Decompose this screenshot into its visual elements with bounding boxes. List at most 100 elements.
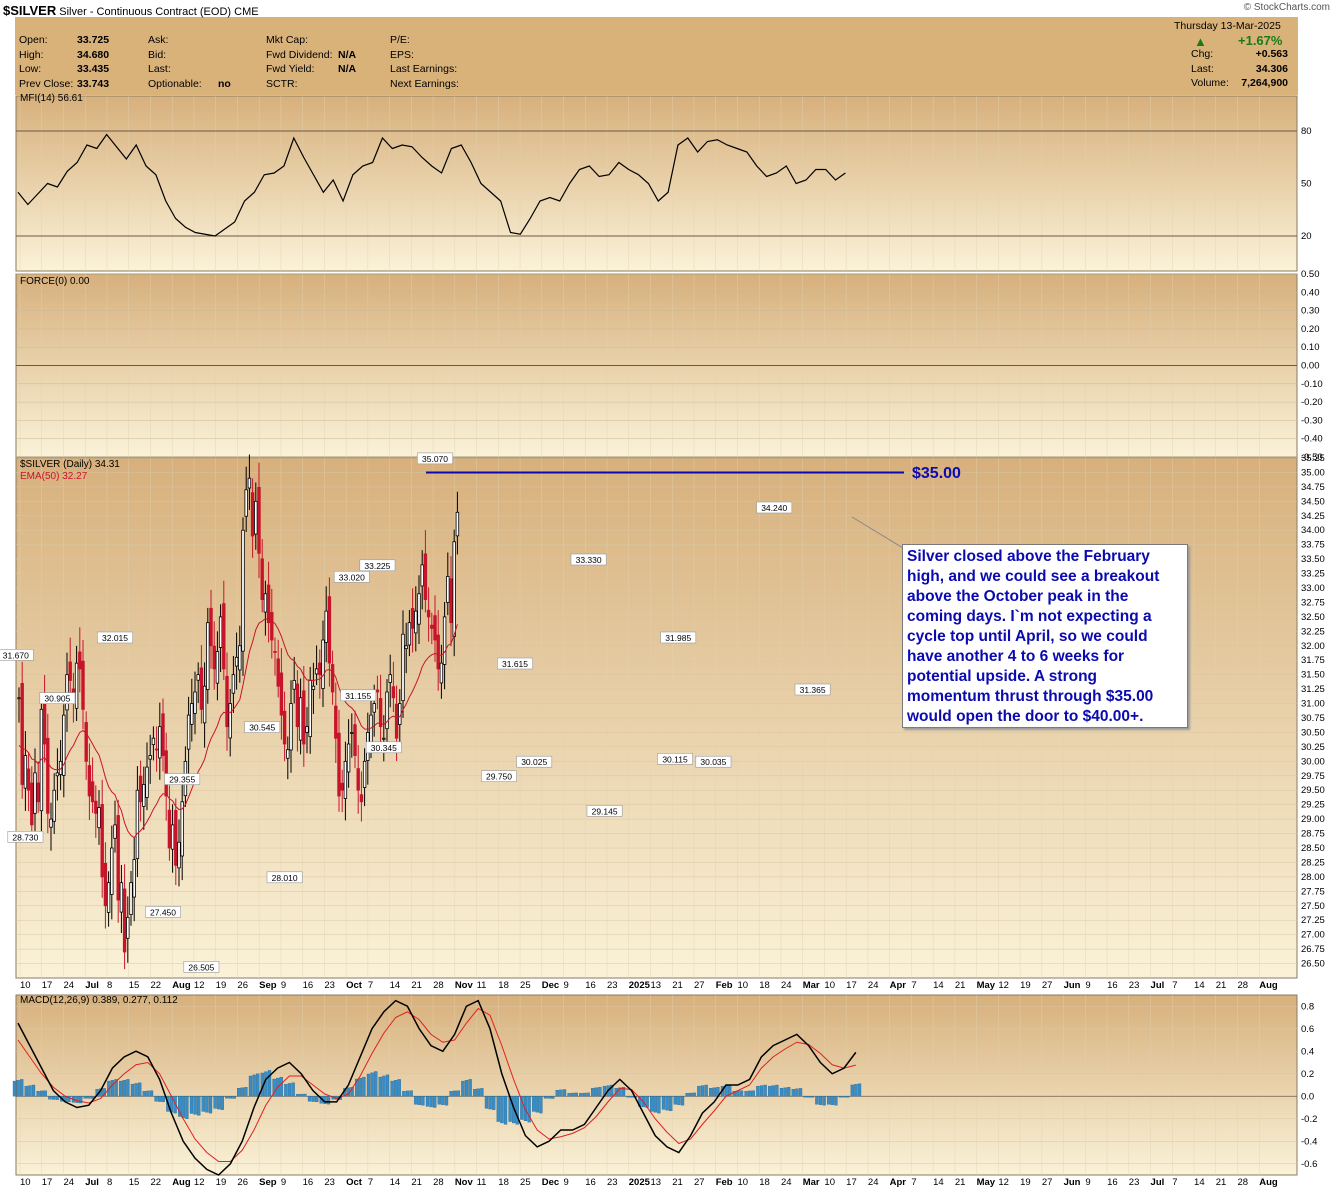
macd-hist-bar: [768, 1085, 772, 1097]
quote-label: Last:: [1191, 62, 1214, 75]
panel-macd: [15, 994, 1298, 1176]
price-label: 31.670: [3, 650, 29, 660]
macd-hist-bar: [586, 1092, 590, 1097]
price-label: 30.035: [700, 757, 726, 767]
candle-body: [74, 662, 79, 709]
price-label-box: [417, 452, 453, 465]
macd-hist-bar: [303, 1093, 307, 1097]
macd-hist-bar: [787, 1087, 791, 1097]
exchange-label: CME: [234, 6, 259, 18]
x-axis-label: 18: [498, 1177, 509, 1188]
quote-label: Optionable:: [148, 77, 202, 90]
candle-body: [337, 732, 341, 797]
quote-label: High:: [19, 48, 44, 61]
macd-hist-bar: [484, 1096, 489, 1109]
quote-value: 7,264,900: [1241, 77, 1288, 89]
candle-body: [238, 645, 242, 671]
x-axis-label: 26: [237, 980, 248, 991]
x-axis-label: 7: [368, 1177, 373, 1188]
macd-hist-bar: [114, 1079, 118, 1097]
price-label-box: [183, 961, 220, 973]
candle-body: [212, 645, 216, 670]
price-label-box: [359, 559, 396, 572]
x-axis-label: 22: [150, 1177, 161, 1188]
macd-hist-bar: [496, 1096, 500, 1122]
candle-body: [148, 755, 152, 760]
candle-body: [426, 609, 431, 618]
macd-hist-bar: [532, 1096, 536, 1112]
macd-hist-bar: [390, 1080, 394, 1097]
macd-hist-bar: [783, 1087, 787, 1097]
macd-ytick-label: 0.4: [1301, 1046, 1314, 1057]
price-label: 27.450: [150, 907, 176, 917]
candle-body: [87, 765, 92, 797]
candle-body: [321, 639, 325, 689]
candle-body: [225, 675, 229, 728]
price-label-box: [164, 773, 201, 785]
x-axis-label: Apr: [890, 980, 907, 991]
x-axis-label: 19: [1020, 1177, 1031, 1188]
quote-value: 33.743: [77, 77, 110, 90]
macd-hist-bar: [661, 1096, 666, 1110]
macd-hist-bar: [110, 1080, 115, 1097]
x-axis-label: 13: [651, 1177, 662, 1188]
macd-hist-bar: [437, 1096, 441, 1105]
macd-hist-bar: [122, 1080, 126, 1097]
macd-hist-bar: [272, 1078, 276, 1097]
macd-hist-bar: [523, 1096, 528, 1121]
x-axis-label: 14: [390, 1177, 401, 1188]
macd-hist-bar: [453, 1090, 457, 1097]
macd-hist-bar: [173, 1096, 177, 1114]
price-label: 32.015: [102, 633, 128, 643]
price-label-box: [660, 631, 697, 644]
x-axis-label: 9: [281, 1177, 286, 1188]
candle-body: [129, 882, 133, 916]
x-axis-label: Nov: [455, 980, 474, 991]
macd-ytick-label: -0.6: [1301, 1159, 1317, 1170]
x-axis-label: 10: [20, 980, 31, 991]
chart-title: $SILVER Silver - Continuous Contract (EO…: [3, 3, 259, 18]
quote-label: EPS:: [390, 48, 414, 61]
macd-hist-bar: [350, 1087, 354, 1097]
candle-body: [442, 616, 447, 665]
candle-body: [180, 801, 184, 857]
x-axis-label: 10: [824, 1177, 835, 1188]
candle-body: [350, 732, 354, 734]
candle-body: [266, 584, 271, 624]
x-axis-label: Feb: [716, 1177, 733, 1188]
macd-hist-bar: [598, 1087, 602, 1097]
candle-body: [174, 810, 178, 866]
candle-body: [33, 772, 37, 814]
macd-hist-bar: [31, 1084, 36, 1097]
quote-label: Last Earnings:: [390, 63, 458, 75]
x-axis-label: Sep: [259, 980, 277, 991]
price-label-box: [145, 906, 181, 918]
price-label-box: [481, 770, 517, 782]
candle-body: [282, 710, 287, 745]
macd-hist-bar: [449, 1091, 453, 1097]
x-axis-label: 27: [1042, 1177, 1053, 1188]
price-ytick-label: 32.25: [1301, 626, 1325, 637]
x-axis-label: Jun: [1064, 1177, 1081, 1188]
candle-body: [199, 667, 204, 710]
candle-body: [202, 685, 207, 724]
candle-body: [196, 674, 200, 681]
force-ytick-label: -0.30: [1301, 415, 1323, 426]
price-ytick-label: 30.00: [1301, 756, 1325, 767]
mfi-ytick-label: 80: [1301, 126, 1312, 137]
macd-hist-bar: [653, 1096, 657, 1113]
macd-hist-bar: [119, 1080, 123, 1097]
force-ytick-label: -0.20: [1301, 397, 1323, 408]
quote-value: 33.725: [77, 34, 110, 46]
x-axis-label: 23: [1129, 980, 1140, 991]
candle-body: [23, 755, 28, 789]
macd-hist-bar: [429, 1096, 433, 1108]
macd-hist-bar: [248, 1075, 253, 1097]
macd-hist-bar: [414, 1096, 418, 1105]
quote-value: 34.306: [1255, 62, 1288, 75]
mfi-label: MFI(14) 56.61: [20, 93, 83, 104]
macd-hist-bar: [492, 1096, 496, 1110]
x-axis-label: 18: [759, 1177, 770, 1188]
macd-hist-bar: [146, 1090, 150, 1097]
macd-hist-bar: [579, 1093, 583, 1097]
